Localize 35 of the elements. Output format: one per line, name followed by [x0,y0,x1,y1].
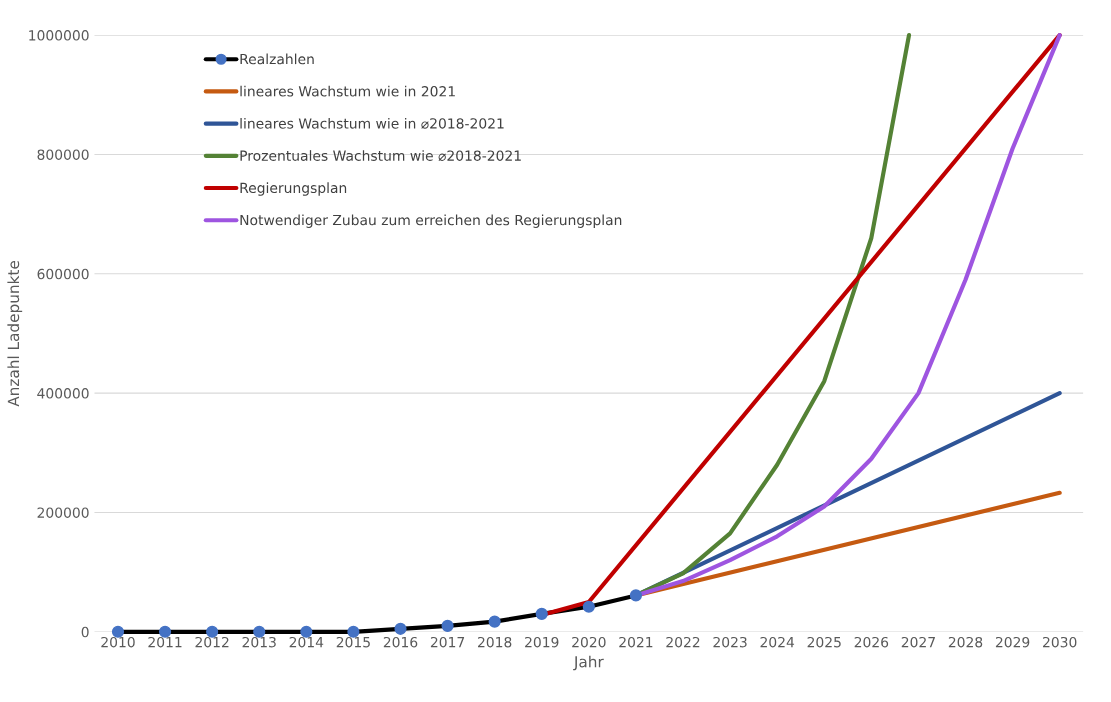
y-tick-label: 800000 [37,149,89,160]
x-tick-label: 2022 [666,636,700,648]
x-tick-label: 2016 [383,636,418,648]
x-axis-title: Jahr [573,655,604,671]
x-tick-label: 2014 [289,636,324,648]
y-tick-label: 1000000 [29,30,89,41]
x-tick-label: 2019 [525,636,559,648]
legend-label: Notwendiger Zubau zum erreichen des Regierungsplan [240,214,622,228]
x-tick-label: 2029 [995,636,1030,648]
x-tick-label: 2018 [478,636,512,648]
x-tick-label: 2023 [713,636,747,648]
x-tick-label: 2013 [242,636,276,648]
x-tick-label: 2021 [619,636,653,648]
x-tick-label: 2030 [1043,636,1077,648]
x-tick-label: 2010 [101,636,135,648]
y-tick-label: 400000 [37,388,89,399]
legend-label: Regierungsplan [240,182,347,196]
legend-label: Prozentuales Wachstum wie ⌀2018-2021 [240,150,521,161]
x-tick-label: 2012 [195,636,229,648]
legend-label: Realzahlen [240,53,314,65]
legend-label: lineares Wachstum wie in 2021 [240,85,455,97]
x-tick-label: 2020 [572,636,606,648]
x-tick-label: 2017 [430,636,465,648]
x-tick-label: 2028 [948,636,983,648]
x-tick-label: 2027 [901,636,935,648]
y-tick-label: 0 [81,626,89,638]
legend-label: lineares Wachstum wie in ⌀2018-2021 [240,117,504,129]
x-tick-label: 2026 [854,636,889,648]
y-axis-title: Anzahl Ladepunkte [7,260,23,407]
x-tick-label: 2025 [807,636,841,648]
x-tick-label: 2024 [760,636,795,648]
x-tick-label: 2015 [336,636,370,648]
x-tick-label: 2011 [148,636,182,648]
y-tick-label: 600000 [37,268,89,280]
y-tick-label: 200000 [37,507,89,518]
